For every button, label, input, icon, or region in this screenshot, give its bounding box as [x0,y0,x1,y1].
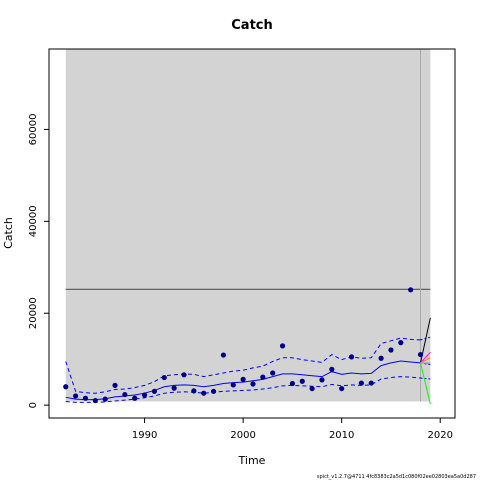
x-tick-label: 1990 [132,430,157,441]
observed-point [398,340,404,346]
observed-point [171,385,177,391]
observed-point [388,347,394,353]
y-tick-label: 0 [28,402,39,408]
observed-point [289,380,296,387]
observed-point [122,391,128,398]
observed-point [358,380,364,386]
observed-point [220,352,227,358]
observed-point [240,376,246,382]
observed-point [279,343,286,349]
y-axis: 0 20000 40000 60000 [28,114,49,408]
y-tick-label: 20000 [28,297,39,329]
observed-point [408,287,414,293]
y-axis-label: Catch [2,217,15,249]
x-tick-label: 2020 [427,430,452,441]
estimate-upper-ci [65,337,421,394]
observed-point [368,380,374,386]
observed-point [378,355,384,361]
observed-point [191,388,197,394]
observed-point [73,393,79,399]
observed-point [181,372,187,378]
observed-point [112,382,118,388]
shaded-region [65,49,431,402]
observed-point [210,388,217,394]
y-tick-label: 40000 [28,205,39,237]
observed-point [82,395,89,401]
observed-point [141,392,148,398]
observed-point [161,374,167,381]
forecast-scenario-3 [420,357,431,364]
version-footnote: spict_v1.2.7@4711 4fc8383c2a5d1c080f02ee… [317,474,476,480]
observed-point [102,396,108,402]
observed-point [230,382,236,388]
x-axis: 1990 2000 2010 2020 [132,418,453,441]
observed-point [92,397,98,404]
observed-point [63,384,69,390]
x-axis-label: Time [238,454,266,467]
chart-title: Catch [231,18,273,33]
observed-point [329,366,335,372]
observed-point [260,374,266,380]
observed-point [339,385,345,392]
plot-frame [48,48,456,419]
observed-point [201,390,207,396]
x-tick-label: 2010 [329,430,354,441]
forecast-scenario-1 [420,362,431,405]
x-tick-label: 2000 [230,430,255,441]
forecast-lower-ci [420,377,431,380]
observed-point [348,354,355,360]
y-tick-label: 60000 [28,114,39,146]
observed-point [270,370,276,376]
observed-point [151,388,158,394]
observed-point [250,381,256,387]
observed-point [319,377,325,383]
observed-point [299,378,305,384]
observed-point [132,395,138,401]
observed-point [309,385,315,392]
forecast-scenario-2 [420,351,431,364]
observed-point [417,351,424,358]
